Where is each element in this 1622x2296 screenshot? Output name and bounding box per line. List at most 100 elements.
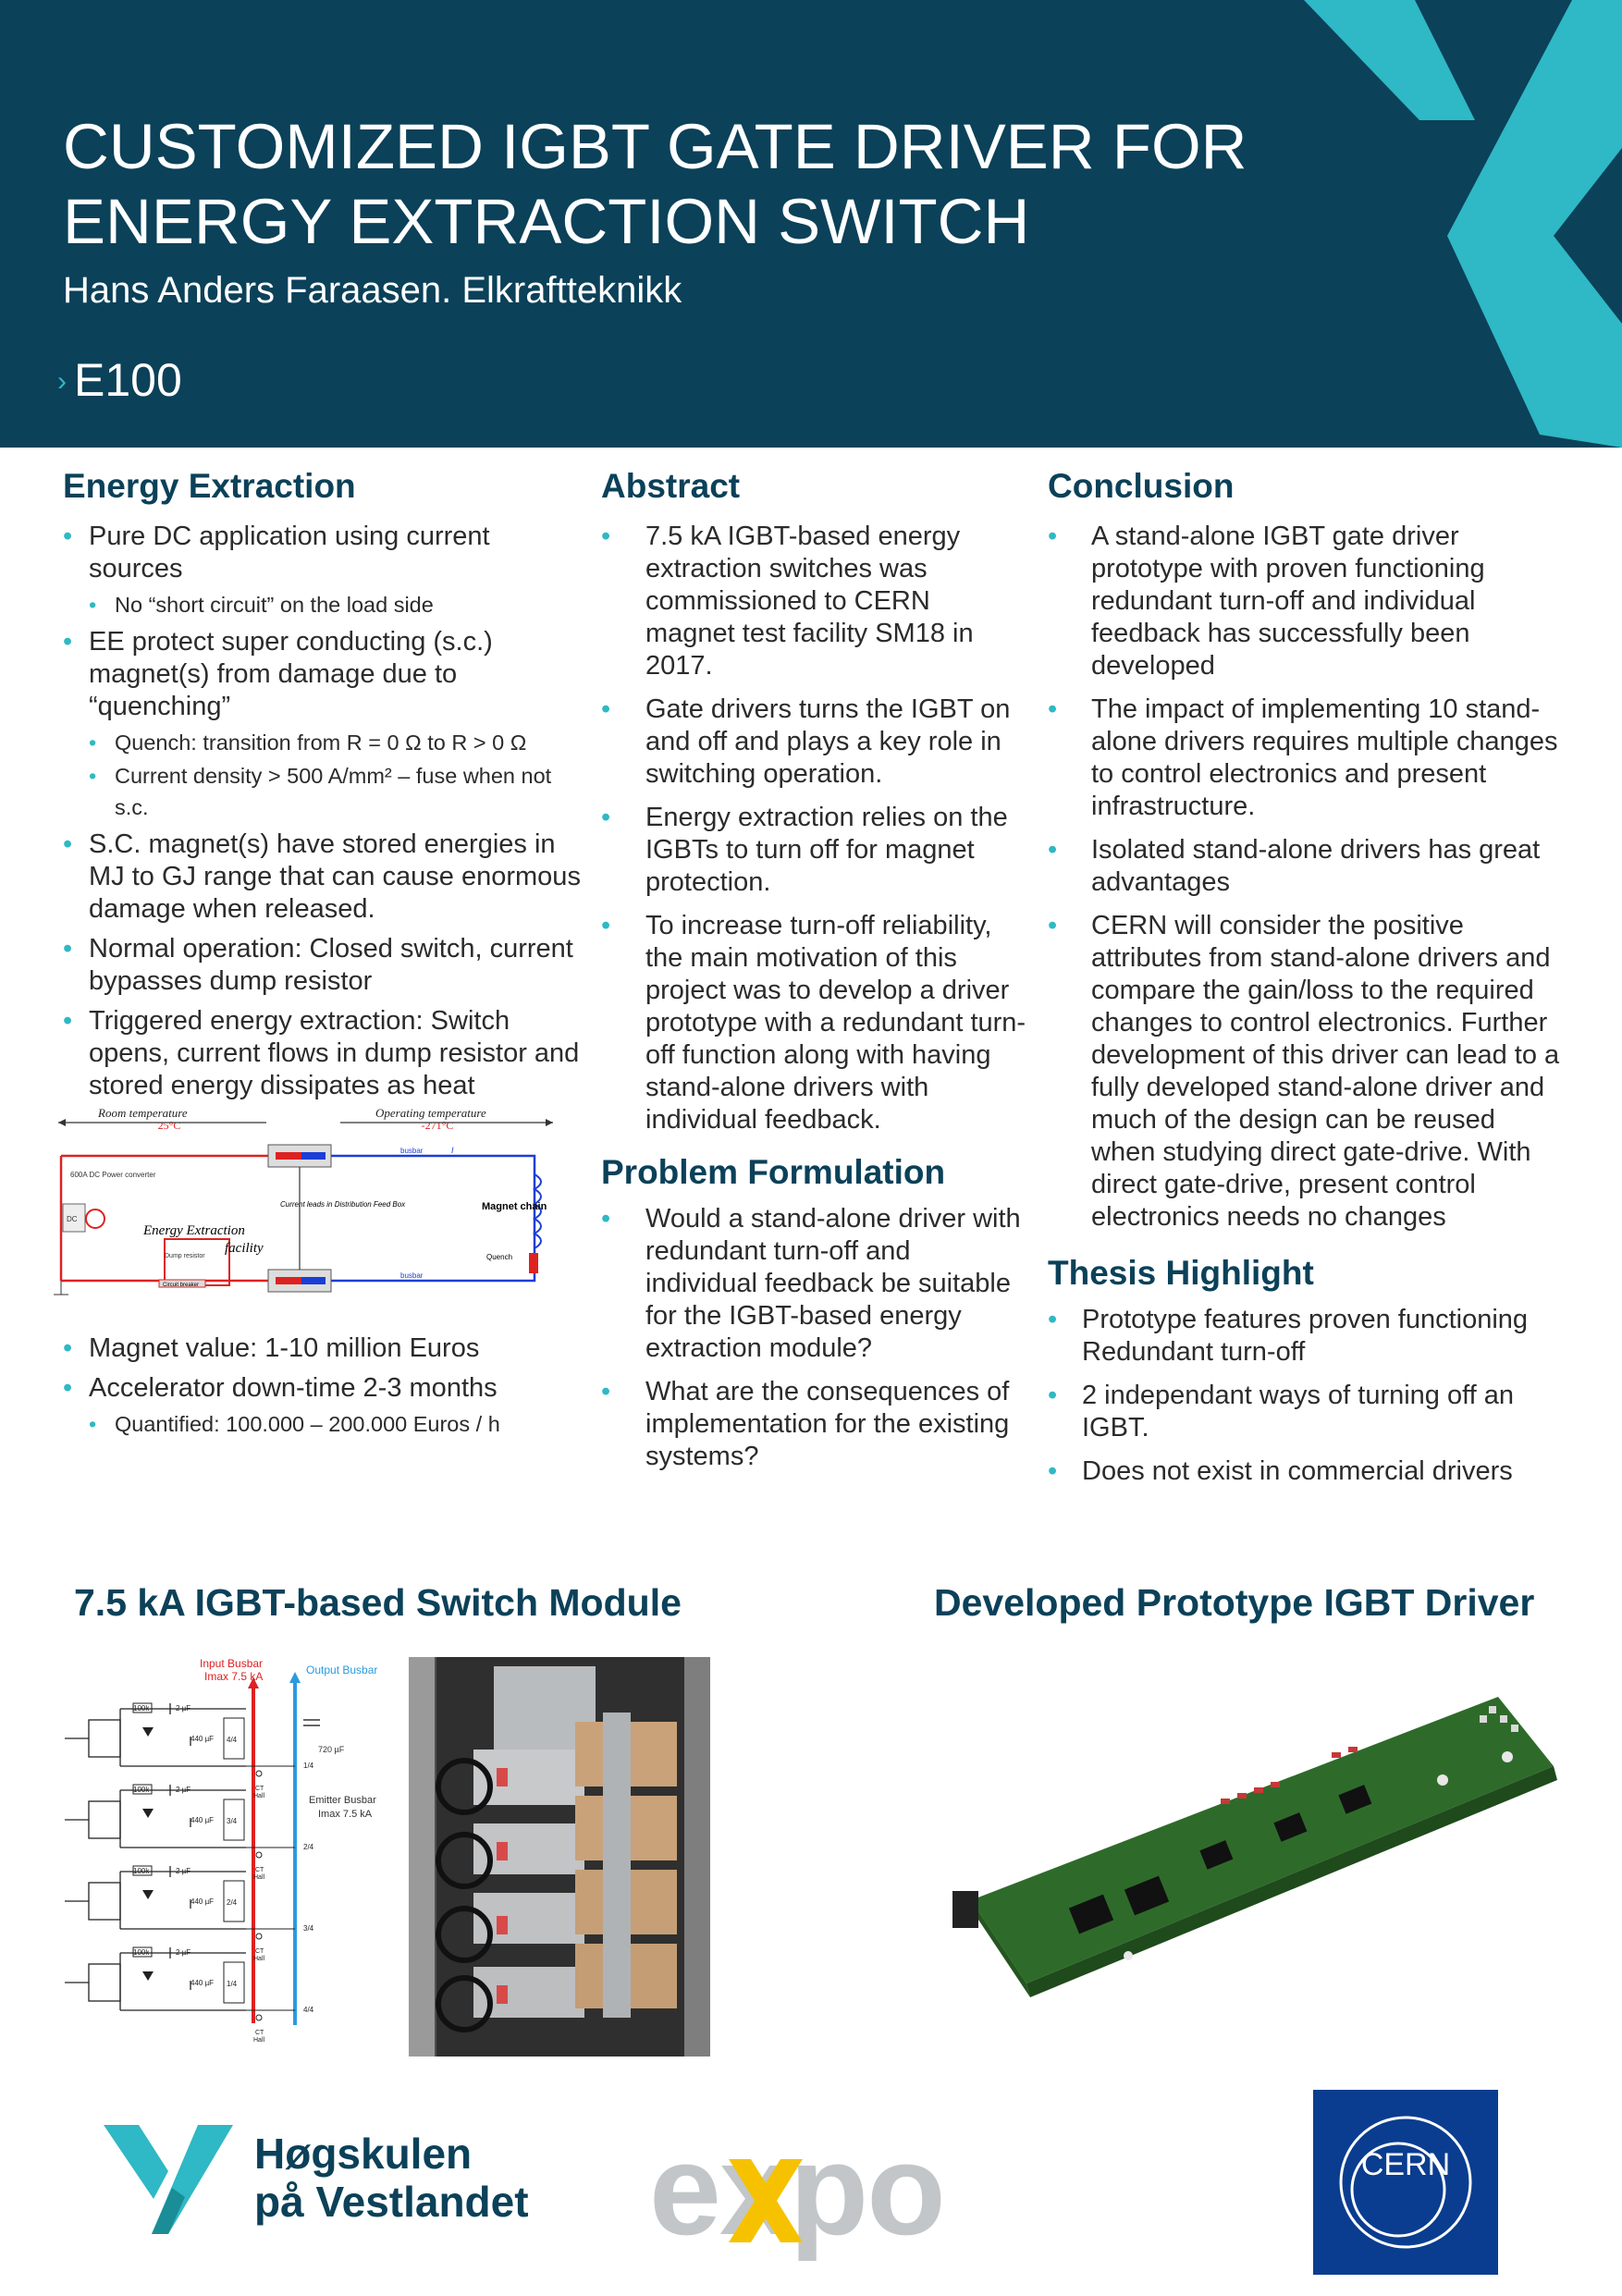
bullet-icon: • [89,593,97,617]
svg-text:Operating temperature: Operating temperature [375,1106,486,1120]
sub-bullet-text: Quantified: 100.000 – 200.000 Euros / h [115,1412,500,1436]
bullet-icon: • [89,731,97,755]
svg-text:Imax 7.5 kA: Imax 7.5 kA [318,1809,373,1820]
svg-text:I: I [451,1146,454,1155]
section-heading: Energy Extraction [63,467,356,505]
bullet-icon: • [1048,1381,1058,1410]
svg-text:440 µF: 440 µF [190,1735,214,1743]
bullet-icon: • [63,627,73,657]
svg-text:100k: 100k [133,1786,150,1794]
sub-bullet-text: Current density > 500 A/mm² – fuse when … [115,764,552,819]
cern-logo: CERN [1313,2090,1498,2275]
bullet-icon: • [601,522,611,551]
bullet-text: Accelerator down-time 2-3 months [89,1373,498,1403]
svg-text:Quench: Quench [486,1253,512,1261]
bullet-text: Magnet value: 1-10 million Euros [89,1333,480,1363]
svg-text:CERN: CERN [1361,2147,1450,2182]
prototype-heading: Developed Prototype IGBT Driver [934,1581,1535,1624]
abstract-section: Abstract • 7.5 kA IGBT-based energy extra… [601,467,1026,1484]
svg-text:Hall: Hall [253,2037,265,2044]
sub-bullet-item: • Quench: transition from R = 0 Ω to R > … [63,727,581,758]
bullet-icon: • [601,694,611,724]
svg-text:CT: CT [255,1867,264,1873]
bullet-item: • To increase turn-off reliability, the m… [601,910,1026,1136]
bullet-item: • Prototype features proven functioning R… [1048,1304,1566,1369]
svg-text:440 µF: 440 µF [190,1979,214,1987]
bullet-text: Does not exist in commercial drivers [1082,1456,1513,1486]
svg-text:Circuit breaker: Circuit breaker [163,1283,199,1288]
svg-text:4/4: 4/4 [303,2006,314,2014]
sub-bullet-text: Quench: transition from R = 0 Ω to R > 0… [115,731,527,755]
svg-text:4/4: 4/4 [227,1736,238,1744]
svg-text:Dump resistor: Dump resistor [165,1253,205,1259]
bullet-text: Gate drivers turns the IGBT on and off a… [645,694,1011,789]
svg-text:busbar: busbar [400,1271,424,1280]
bullet-item: • The impact of implementing 10 stand-alo… [1048,694,1566,823]
svg-text:1/4: 1/4 [303,1762,314,1770]
svg-text:DC: DC [67,1215,78,1223]
bullet-icon: • [601,911,611,940]
bullet-item: • Magnet value: 1-10 million Euros [63,1332,581,1365]
svg-text:2 µF: 2 µF [176,1948,190,1957]
bullet-icon: • [601,1204,611,1234]
bullet-item: • Does not exist in commercial drivers [1048,1455,1566,1488]
svg-text:3/4: 3/4 [303,1924,314,1933]
hvl-logo-mark [104,2125,233,2234]
bullet-item: • A stand-alone IGBT gate driver prototyp… [1048,521,1566,682]
bullet-item: • Accelerator down-time 2-3 months [63,1372,581,1405]
bullet-text: A stand-alone IGBT gate driver prototype… [1091,522,1485,681]
bullet-text: S.C. magnet(s) have stored energies in M… [89,829,581,924]
svg-text:CT: CT [255,1786,264,1792]
svg-text:2 µF: 2 µF [176,1786,190,1794]
svg-text:-271°C: -271°C [422,1119,454,1132]
cern-ring-icon: CERN [1339,2116,1472,2249]
bullet-text: CERN will consider the positive attribut… [1091,911,1560,1232]
bullet-icon: • [601,803,611,832]
svg-text:Hall: Hall [253,1793,265,1799]
bullet-text: 7.5 kA IGBT-based energy extraction swit… [645,522,974,681]
svg-text:2 µF: 2 µF [176,1867,190,1875]
svg-text:25°C: 25°C [158,1119,181,1132]
bullet-item: • Energy extraction relies on the IGBTs t… [601,802,1026,899]
expo-x-accent [729,2159,803,2242]
switch-module-heading: 7.5 kA IGBT-based Switch Module [74,1581,682,1624]
svg-text:busbar: busbar [400,1147,424,1155]
bullet-item: • EE protect super conducting (s.c.) magn… [63,626,581,723]
bullet-icon: • [63,1333,73,1363]
poster-title: CUSTOMIZED IGBT GATE DRIVER FOR ENERGY E… [63,111,1247,257]
prototype-pcb-render [952,1697,1557,1997]
bullet-text: To increase turn-off reliability, the ma… [645,911,1026,1135]
bullet-icon: • [1048,694,1058,724]
bullet-text: Isolated stand-alone drivers has great a… [1091,835,1541,897]
svg-text:100k: 100k [133,1948,150,1957]
bullet-item: • Triggered energy extraction: Switch ope… [63,1005,581,1102]
switch-module-photo [409,1657,710,2057]
svg-text:CT: CT [255,2030,264,2036]
bullet-text: EE protect super conducting (s.c.) magne… [89,627,493,721]
bullet-item: • Normal operation: Closed switch, curren… [63,933,581,998]
bullet-item: • What are the consequences of implementa… [601,1376,1026,1473]
svg-text:Input Busbar: Input Busbar [200,1657,263,1670]
bullet-text: Energy extraction relies on the IGBTs to… [645,803,1008,897]
sub-bullet-item: • No “short circuit” on the load side [63,589,581,620]
svg-text:Hall: Hall [253,1956,265,1962]
section-heading: Abstract [601,467,741,505]
energy-extraction-extra: • Magnet value: 1-10 million Euros • Accele… [63,1332,581,1445]
svg-text:3/4: 3/4 [227,1817,238,1825]
svg-text:Current leads in Distribution: Current leads in Distribution Feed Box [280,1200,406,1209]
chevron-right-icon: › [57,366,67,397]
bullet-text: Would a stand-alone driver with redundan… [645,1204,1021,1363]
section-heading: Problem Formulation [601,1153,946,1191]
section-heading: Thesis Highlight [1048,1254,1314,1292]
svg-text:100k: 100k [133,1704,150,1713]
svg-text:Magnet chain: Magnet chain [482,1201,547,1212]
header-banner: CUSTOMIZED IGBT GATE DRIVER FOR ENERGY E… [0,0,1622,448]
bullet-icon: • [63,829,73,859]
bullet-icon: • [89,1412,97,1436]
hvl-logo-text: Høgskulen på Vestlandet [254,2130,529,2226]
sub-bullet-item: • Quantified: 100.000 – 200.000 Euros / h [63,1408,581,1440]
svg-text:440 µF: 440 µF [190,1897,214,1906]
bullet-text: Normal operation: Closed switch, current… [89,934,573,996]
svg-text:2 µF: 2 µF [176,1704,190,1713]
svg-text:440 µF: 440 µF [190,1816,214,1824]
